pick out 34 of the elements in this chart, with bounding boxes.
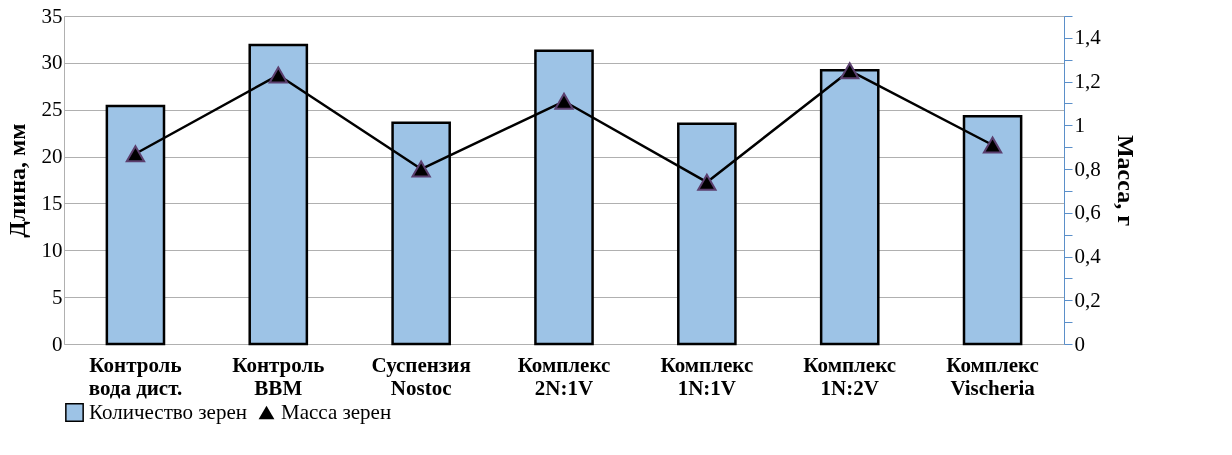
y2-tick-label: 0 [1074, 331, 1085, 356]
x-tick-label: Суспензия Nostoc [371, 352, 471, 400]
x-tick-label: Комплекс 2N:1V [517, 352, 611, 400]
y-tick-label: 25 [41, 97, 63, 122]
point [411, 160, 431, 178]
point [268, 66, 288, 84]
y-tick-label: 10 [41, 237, 63, 262]
y2-tick-label: 1 [1074, 112, 1085, 137]
y-tick-label: 5 [52, 284, 63, 309]
point [840, 62, 860, 80]
y2-tick-label: 1,2 [1074, 69, 1101, 94]
y-tick-label: 15 [41, 190, 63, 215]
y2-tick-label: 0,8 [1074, 156, 1101, 181]
y2-tick-label: 1,4 [1074, 25, 1102, 50]
y-tick-label: 35 [41, 3, 63, 28]
point [125, 145, 146, 163]
point [982, 136, 1003, 154]
y2-tick-label: 0,4 [1074, 244, 1102, 269]
legend-label: Количество зерен [89, 399, 248, 424]
x-tick-label: Контроль вода дист. [88, 352, 183, 400]
x-tick-label: Контроль BBM [232, 352, 325, 400]
x-tick-label: Комплекс 1N:2V [803, 352, 897, 400]
x-tick-label: Комплекс 1N:1V [660, 352, 754, 400]
y-axis-title: Длина, мм [3, 123, 30, 238]
y-tick-label: 0 [52, 331, 63, 356]
legend-label: Масса зерен [281, 399, 392, 424]
y2-tick-label: 0,2 [1074, 287, 1101, 312]
x-tick-label: Комплекс Vischeria [946, 352, 1039, 400]
point [697, 173, 717, 191]
point [554, 92, 574, 110]
y2-tick-label: 0,6 [1074, 200, 1101, 225]
y-tick-label: 20 [41, 144, 63, 169]
y-tick-label: 30 [41, 50, 63, 75]
y2-axis-title: Масса, г [1112, 134, 1139, 227]
